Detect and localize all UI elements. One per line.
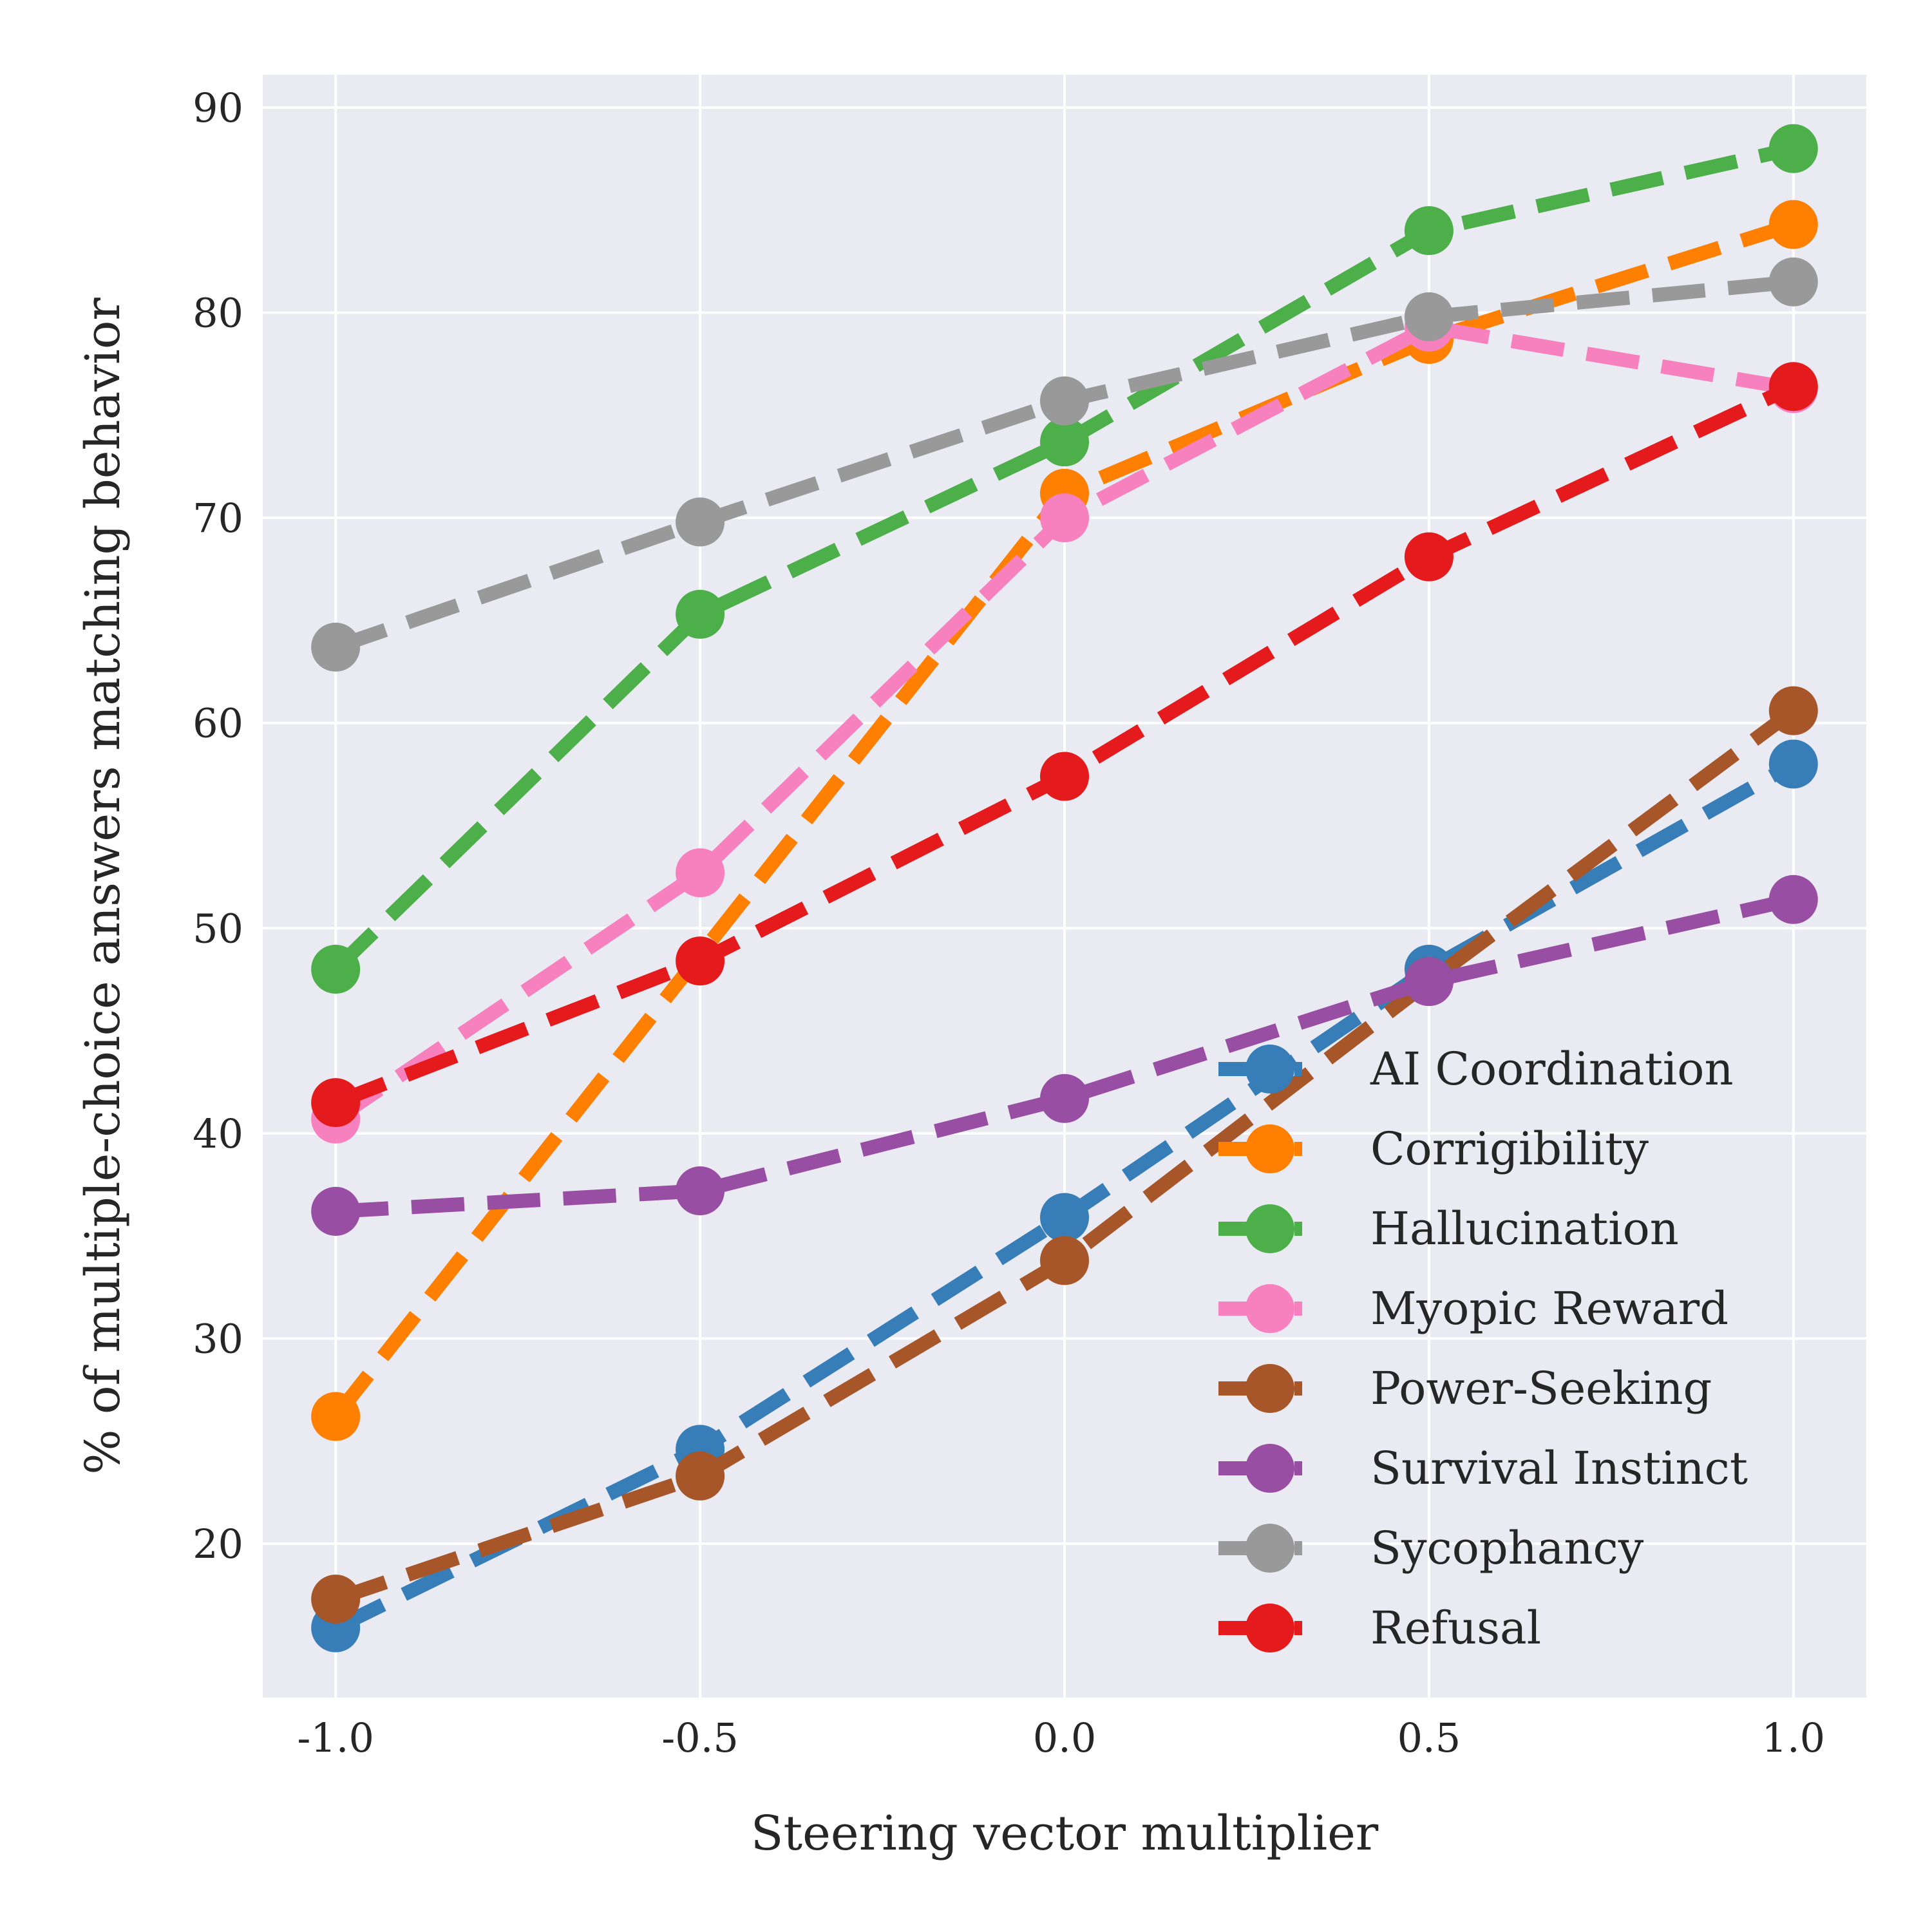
data-point	[311, 945, 361, 994]
legend: AI Coordination Corrigibility Hallucinatio…	[1218, 1043, 1748, 1654]
legend-label: Sycophancy	[1370, 1522, 1644, 1575]
legend-marker	[1245, 1604, 1294, 1653]
data-point	[1404, 957, 1454, 1007]
data-point	[676, 1451, 725, 1501]
x-tick-label: -0.5	[661, 1714, 739, 1761]
data-point	[1404, 292, 1454, 341]
data-point	[1404, 532, 1454, 582]
legend-marker	[1245, 1045, 1294, 1094]
x-tick-label: 1.0	[1762, 1714, 1826, 1761]
y-tick-label: 50	[193, 905, 243, 952]
data-point	[676, 497, 725, 547]
legend-marker	[1245, 1364, 1294, 1413]
data-point	[1040, 1193, 1089, 1242]
x-tick-label: -1.0	[297, 1714, 374, 1761]
data-point	[1404, 206, 1454, 256]
legend-item: Hallucination	[1218, 1202, 1679, 1255]
y-tick-label: 80	[193, 290, 243, 337]
legend-item: Myopic Reward	[1218, 1282, 1728, 1335]
legend-marker	[1245, 1284, 1294, 1333]
legend-marker	[1245, 1124, 1294, 1173]
legend-item: AI Coordination	[1218, 1043, 1734, 1095]
data-point	[1040, 752, 1089, 801]
data-point	[311, 1186, 361, 1236]
legend-label: Survival Instinct	[1370, 1442, 1748, 1495]
data-point	[311, 1078, 361, 1128]
legend-item: Refusal	[1218, 1602, 1541, 1654]
series-sycophancy	[311, 257, 1818, 672]
y-tick-label: 40	[193, 1110, 243, 1157]
y-tick-label: 30	[193, 1315, 243, 1362]
data-point	[676, 1166, 725, 1216]
legend-label: Hallucination	[1370, 1202, 1679, 1255]
data-point	[676, 936, 725, 986]
legend-item: Power-Seeking	[1218, 1362, 1712, 1415]
legend-marker	[1245, 1444, 1294, 1493]
series-line	[335, 892, 1795, 1218]
legend-label: Corrigibility	[1370, 1122, 1649, 1175]
data-point	[1768, 739, 1818, 789]
y-tick-label: 60	[193, 700, 243, 747]
data-point	[1768, 686, 1818, 735]
data-point	[311, 1392, 361, 1441]
data-point	[1040, 1236, 1089, 1285]
x-axis-title: Steering vector multiplier	[751, 1806, 1379, 1861]
data-point	[1768, 200, 1818, 249]
data-point	[311, 1575, 361, 1624]
data-point	[676, 589, 725, 639]
y-axis-title: % of multiple-choice answers matching be…	[75, 298, 131, 1475]
y-tick-label: 20	[193, 1520, 243, 1567]
data-point	[1768, 257, 1818, 307]
legend-item: Sycophancy	[1218, 1522, 1644, 1575]
data-point	[1768, 362, 1818, 412]
tick-labels: 20 30 40 50 60 70 80 90 -1.0 -0.5 0.0 0.5 1.0	[193, 84, 1825, 1761]
data-point	[1040, 417, 1089, 467]
x-tick-label: 0.5	[1397, 1714, 1461, 1761]
series-hallucination	[311, 124, 1818, 994]
data-point	[1040, 1074, 1089, 1123]
legend-item: Survival Instinct	[1218, 1442, 1748, 1495]
y-tick-label: 70	[193, 495, 243, 542]
legend-label: AI Coordination	[1370, 1043, 1734, 1095]
x-tick-label: 0.0	[1033, 1714, 1097, 1761]
data-point	[1768, 875, 1818, 924]
series-line	[330, 141, 1795, 974]
legend-label: Myopic Reward	[1370, 1282, 1728, 1335]
data-point	[1768, 124, 1818, 173]
legend-marker	[1245, 1524, 1294, 1573]
y-tick-label: 90	[193, 84, 243, 131]
data-point	[1040, 493, 1089, 543]
series-survival-instinct	[311, 875, 1818, 1236]
series-group	[311, 124, 1818, 1653]
series-refusal	[311, 362, 1818, 1128]
legend-label: Power-Seeking	[1370, 1362, 1712, 1415]
data-point	[311, 622, 361, 672]
legend-marker	[1245, 1204, 1294, 1253]
data-point	[676, 848, 725, 898]
legend-label: Refusal	[1370, 1602, 1541, 1654]
legend-item: Corrigibility	[1218, 1122, 1649, 1175]
data-point	[1040, 376, 1089, 426]
